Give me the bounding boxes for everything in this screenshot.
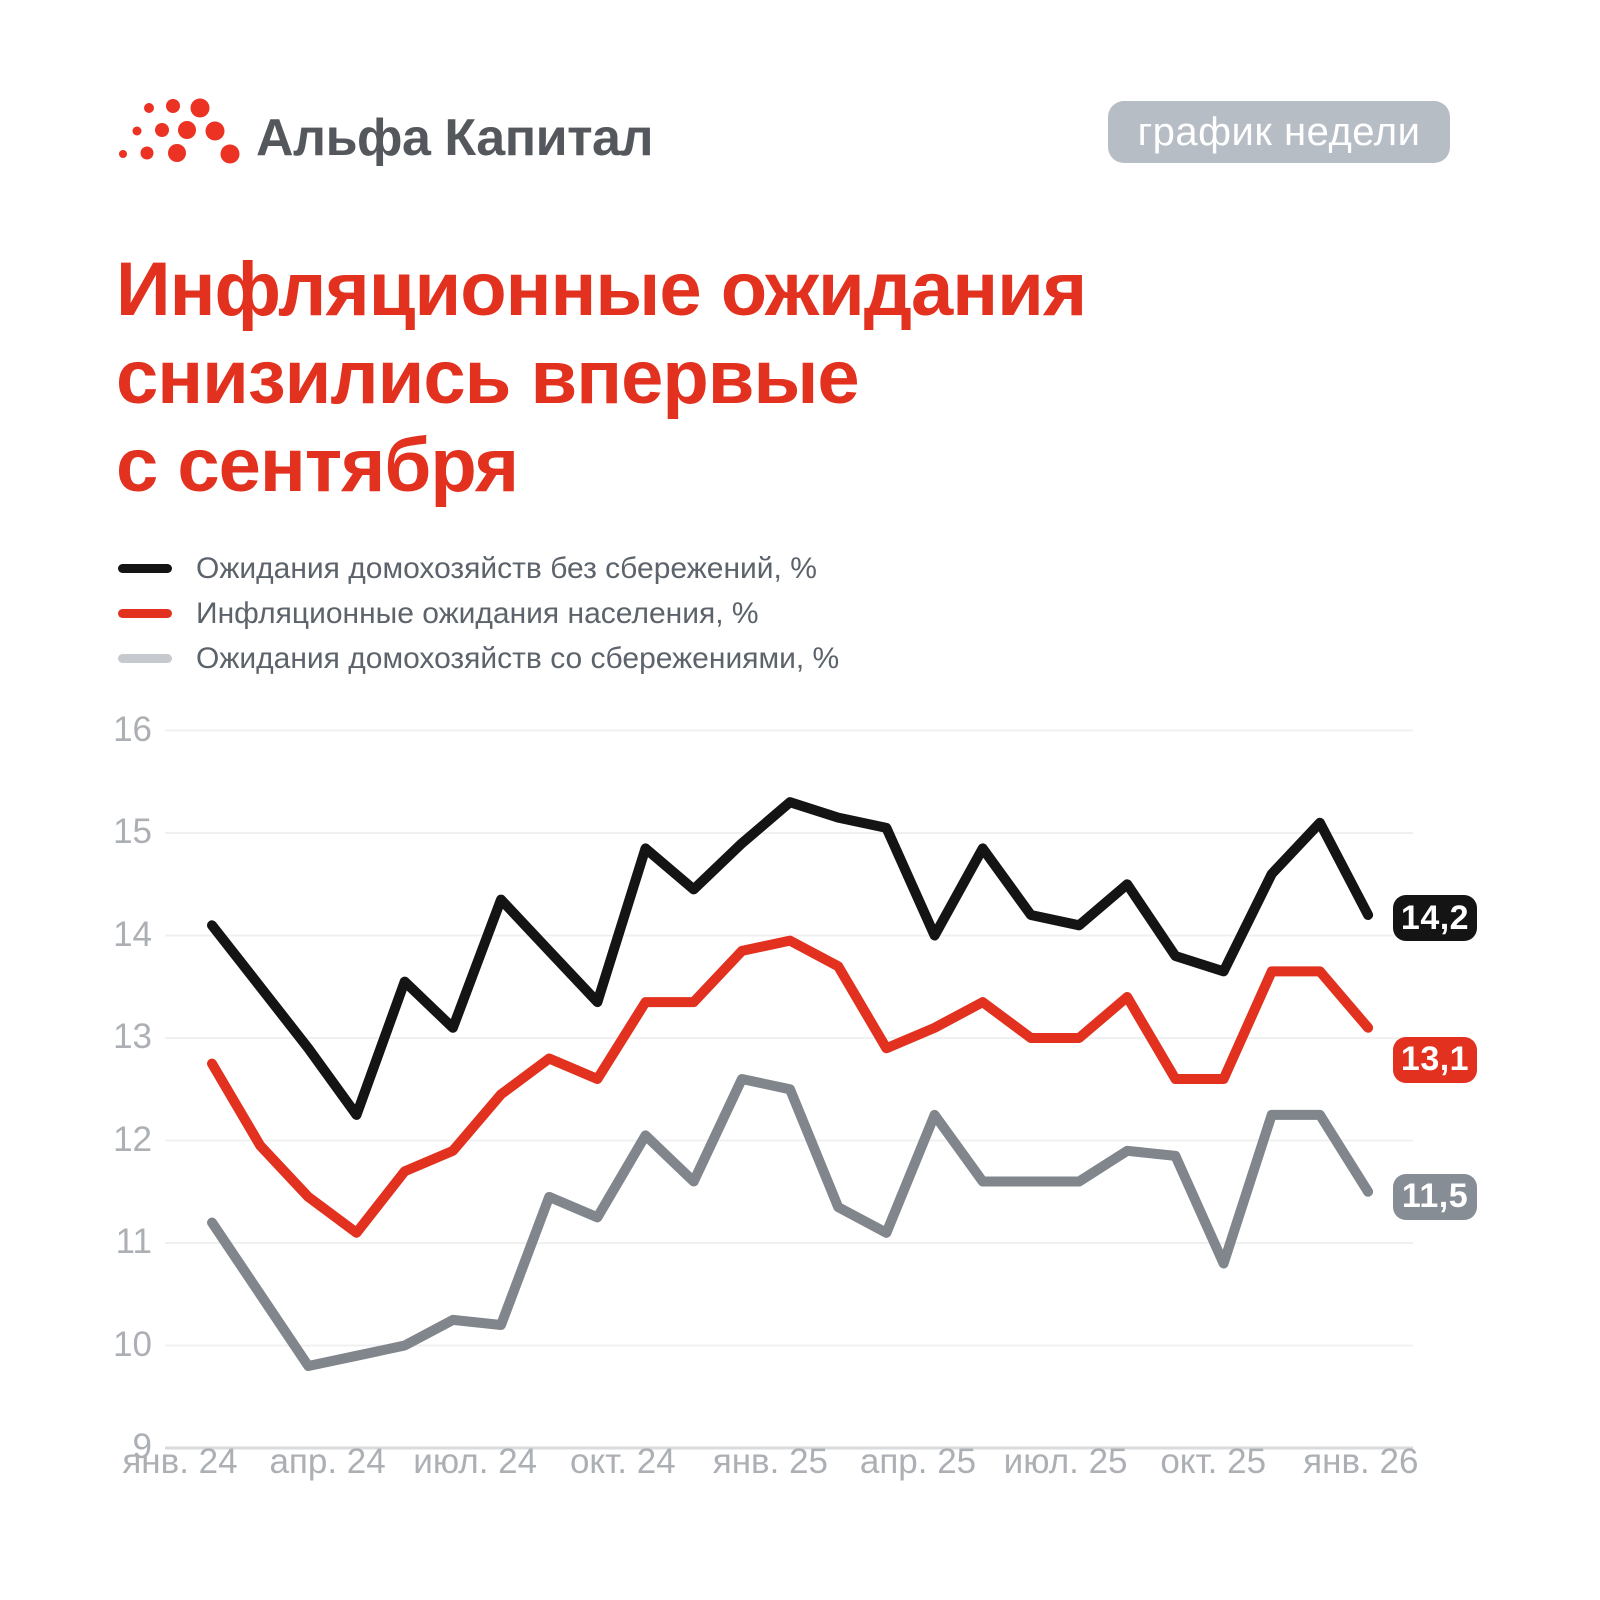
x-tick-label-9: янв. 26 — [1303, 1442, 1419, 1481]
legend-swatch-red — [118, 609, 172, 618]
y-tick-label-10: 10 — [113, 1324, 152, 1364]
y-tick-label-11: 11 — [115, 1222, 152, 1261]
y-tick-label-15: 15 — [113, 812, 152, 851]
y-tick-label-9: 9 — [132, 1427, 152, 1466]
line-without-savings — [207, 797, 1374, 1120]
legend-swatch-black — [118, 564, 172, 573]
chart-legend: Ожидания домохозяйств без сбережений, % … — [118, 546, 839, 681]
page-title: Инфляционные ожидания снизились впервые … — [116, 246, 1087, 510]
x-tick-label-6: апр. 25 — [859, 1442, 977, 1481]
week-badge-label: график недели — [1137, 109, 1421, 154]
legend-item-without-savings: Ожидания домохозяйств без сбережений, % — [118, 546, 839, 591]
x-tick-label-8: окт. 25 — [1160, 1442, 1267, 1481]
title-line-2: снизились впервые — [116, 335, 860, 420]
x-tick-label-7: июл. 25 — [1003, 1442, 1128, 1481]
line-with-savings — [207, 1074, 1374, 1371]
legend-label: Ожидания домохозяйств без сбережений, % — [196, 551, 817, 585]
legend-item-with-savings: Ожидания домохозяйств со сбережениями, % — [118, 636, 839, 681]
end-value-badge-2: 13,1 — [1393, 1036, 1477, 1083]
x-tick-label-3: июл. 24 — [413, 1442, 538, 1481]
legend-swatch-gray — [118, 654, 172, 663]
y-tick-label-16: 16 — [113, 709, 152, 749]
legend-label: Ожидания домохозяйств со сбережениями, % — [196, 641, 840, 675]
legend-item-population: Инфляционные ожидания населения, % — [118, 591, 839, 636]
line-population — [207, 935, 1374, 1238]
legend-label: Инфляционные ожидания населения, % — [196, 596, 759, 630]
x-tick-label-1: янв. 24 — [122, 1442, 238, 1481]
x-tick-label-5: янв. 25 — [712, 1442, 829, 1481]
end-value-badge-3: 11,5 — [1393, 1173, 1477, 1220]
title-line-1: Инфляционные ожидания — [116, 247, 1087, 332]
title-line-3: с сентября — [116, 423, 519, 508]
y-tick-label-14: 14 — [113, 914, 152, 954]
y-tick-label-13: 13 — [113, 1017, 152, 1056]
logo-text: Альфа Капитал — [256, 109, 654, 167]
y-tick-label-12: 12 — [113, 1119, 152, 1159]
x-tick-label-4: окт. 24 — [569, 1442, 676, 1481]
alfa-capital-logo-icon — [119, 98, 240, 164]
x-tick-label-2: апр. 24 — [269, 1442, 386, 1481]
gridlines — [165, 729, 1413, 1450]
end-value-badge-1: 14,2 — [1393, 895, 1477, 941]
chart-of-the-week-badge: график недели — [1108, 101, 1450, 163]
